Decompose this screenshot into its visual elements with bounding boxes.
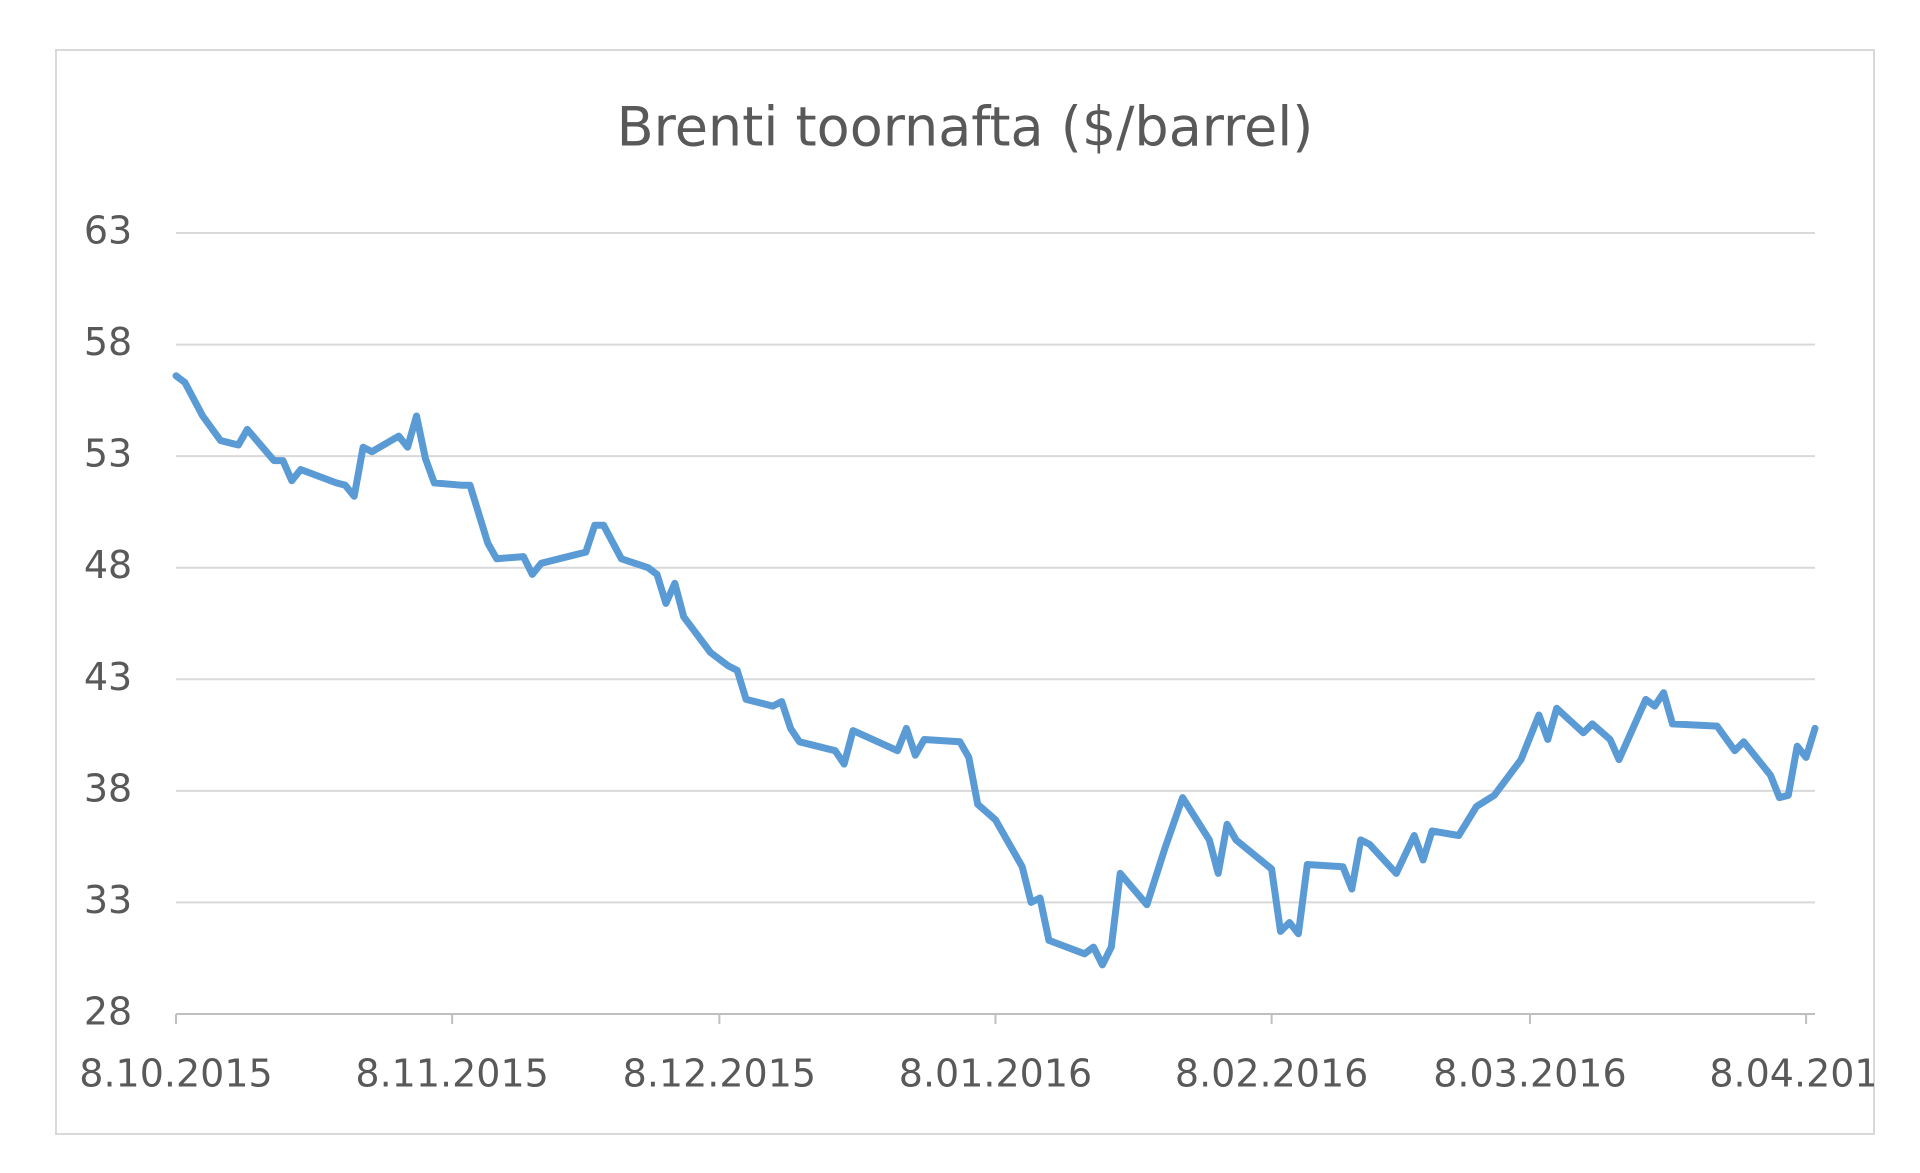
price-line (172, 372, 1819, 969)
y-tick-label: 63 (84, 209, 132, 253)
chart-title: Brenti toornafta ($/barrel) (617, 96, 1314, 159)
plot-area: 28 33 38 43 48 53 58 63 8.10.2015 8.11.2015 8.12.2… (79, 209, 1902, 1096)
x-tick-label: 8.01.2016 (899, 1052, 1092, 1096)
y-tick-label: 33 (84, 878, 132, 922)
y-tick-label: 53 (84, 432, 132, 476)
x-tick-label: 8.03.2016 (1433, 1052, 1626, 1096)
y-tick-label: 43 (84, 655, 132, 699)
chart-frame (55, 49, 1875, 1135)
x-tick-label: 8.10.2015 (79, 1052, 272, 1096)
y-tick-label: 58 (84, 320, 132, 364)
x-tick-label: 8.02.2016 (1175, 1052, 1368, 1096)
x-tick-label: 8.12.2015 (623, 1052, 816, 1096)
y-tick-label: 28 (84, 990, 132, 1034)
y-tick-label: 48 (84, 543, 132, 587)
x-tick-label: 8.11.2015 (355, 1052, 548, 1096)
x-tick-label: 8.04.2016 (1709, 1052, 1902, 1096)
y-tick-label: 38 (84, 766, 132, 810)
